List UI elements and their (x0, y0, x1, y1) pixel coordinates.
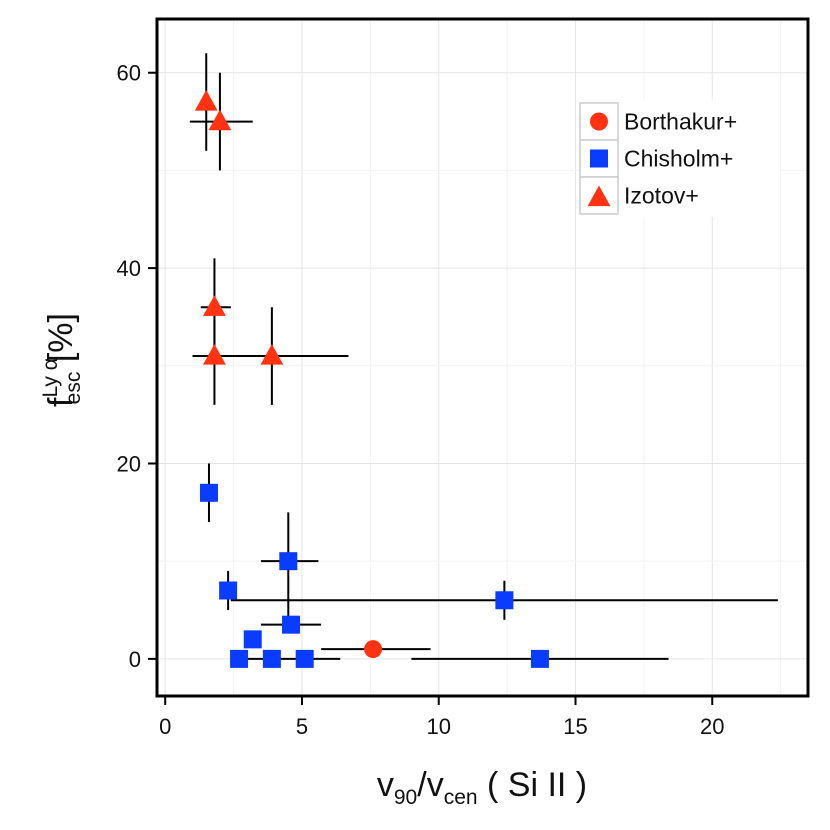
x-tick-label: 15 (563, 714, 587, 739)
y-tick-label: 20 (117, 451, 141, 476)
data-point-chisholm (243, 630, 262, 649)
legend-label: Chisholm+ (624, 146, 733, 172)
data-point-izotov (194, 90, 218, 111)
legend-label: Izotov+ (624, 183, 699, 209)
data-point-chisholm (282, 615, 301, 634)
x-tick-label: 0 (159, 714, 171, 739)
data-point-izotov (208, 109, 232, 131)
y-axis-title: fLy αesc [%] (39, 313, 85, 407)
axis-title-part: 90 (394, 786, 417, 809)
data-point-chisholm (230, 649, 249, 668)
axis-title-part: v (377, 766, 394, 804)
axis-title-part: esc (62, 372, 85, 405)
plot-frame (155, 17, 810, 698)
axis-title-part: Ly α (39, 358, 62, 397)
axis-title-part: [%] (42, 313, 80, 372)
data-point-chisholm (495, 591, 514, 610)
data-point-chisholm (295, 649, 314, 668)
legend: Borthakur+ Chisholm+ Izotov+ (579, 100, 780, 217)
axis-title-part: cen (444, 786, 478, 809)
legend-marker (587, 185, 611, 207)
data-point-chisholm (530, 649, 549, 668)
axis-title-part: ( Si II ) (478, 766, 588, 804)
data-point-izotov (203, 344, 226, 365)
data-point-chisholm (219, 581, 238, 600)
axis-title-part: / (417, 766, 427, 804)
y-tick-label: 40 (117, 256, 141, 281)
y-tick-label: 60 (117, 61, 141, 86)
axis-title-part: v (427, 766, 444, 804)
x-axis-title: v90/vcen ( Si II ) (377, 766, 587, 809)
x-tick-label: 20 (700, 714, 724, 739)
legend-marker (590, 112, 608, 131)
x-tick-label: 5 (296, 714, 308, 739)
data-point-izotov (203, 295, 226, 316)
axes: 0 5 10 15 20 0 20 40 60 (117, 61, 725, 739)
data-point-chisholm (262, 649, 281, 668)
axis-title-part: f (42, 397, 80, 407)
legend-marker (590, 149, 608, 168)
data-point-borthakur (364, 640, 383, 659)
y-tick-label: 0 (129, 647, 141, 672)
data-point-chisholm (279, 552, 298, 571)
x-tick-label: 10 (426, 714, 450, 739)
data-markers (194, 90, 549, 668)
legend-label: Borthakur+ (624, 109, 737, 135)
data-point-chisholm (199, 483, 218, 502)
data-point-izotov (260, 344, 284, 365)
